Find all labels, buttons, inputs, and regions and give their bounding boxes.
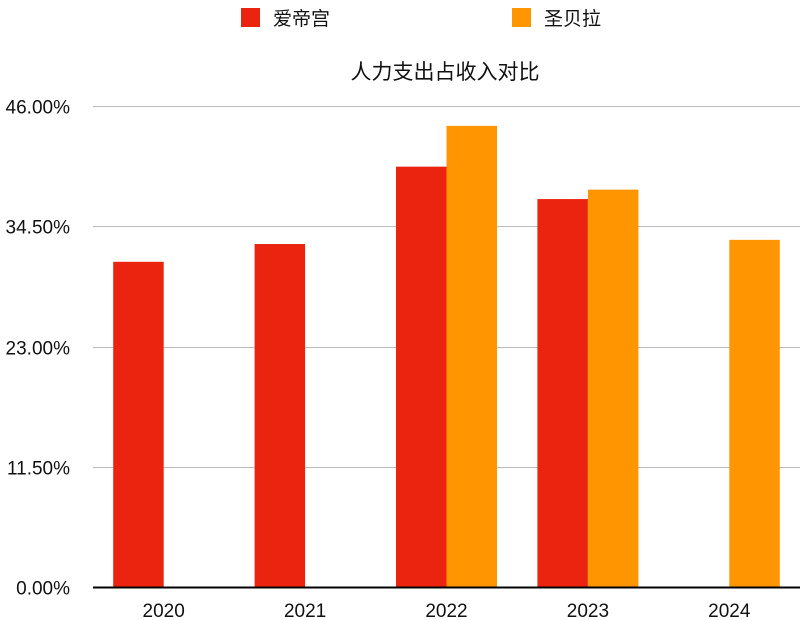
bar-2021-aidigong — [254, 244, 306, 587]
bar-2022-aidigong — [396, 166, 447, 587]
x-tick-label: 2024 — [708, 601, 751, 620]
legend: 爱帝宫 圣贝拉 — [0, 4, 800, 31]
y-tick-label: 46.00% — [6, 98, 71, 119]
legend-swatch-red — [241, 8, 260, 27]
bar-2024-shengbeila — [729, 239, 780, 587]
x-tick-label: 2023 — [567, 601, 609, 620]
bar-2023-aidigong — [537, 199, 588, 587]
y-tick-label: 23.00% — [6, 339, 71, 360]
legend-label: 圣贝拉 — [544, 8, 602, 30]
x-tick-label: 2021 — [284, 601, 326, 620]
x-tick-label: 2022 — [425, 601, 467, 620]
bar-2023-shengbeila — [587, 189, 639, 588]
x-tick-label: 2020 — [143, 601, 185, 620]
y-tick-label: 0.00% — [16, 579, 70, 600]
y-tick-label: 34.50% — [6, 218, 71, 239]
legend-item-shengbeila: 圣贝拉 — [512, 4, 601, 31]
legend-item-aidigong: 爱帝宫 — [241, 4, 330, 31]
legend-swatch-orange — [512, 8, 531, 27]
bar-2022-shengbeila — [446, 125, 497, 587]
bar-2020-aidigong — [113, 261, 164, 587]
legend-label: 爱帝宫 — [273, 8, 331, 30]
chart-title: 人力支出占收入对比 — [350, 60, 540, 84]
y-tick-label: 11.50% — [7, 459, 70, 480]
